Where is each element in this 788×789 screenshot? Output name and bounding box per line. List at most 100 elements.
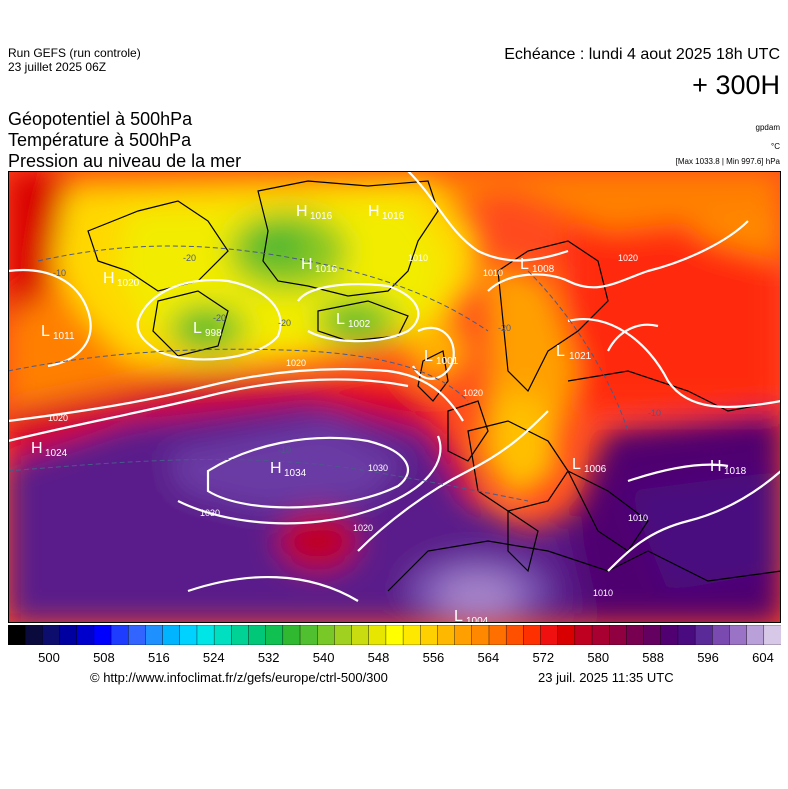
colorbar-tick-label: 516: [147, 650, 170, 665]
pressure-centers: H 1016 H 1016 H 1020 H 1016 L 1011 L 998 L 1002…: [31, 203, 747, 623]
colorbar-swatch: [299, 625, 318, 645]
colorbar-swatch: [317, 625, 336, 645]
pressure-center: H 1016: [368, 203, 405, 222]
colorbar-swatch: [42, 625, 61, 645]
colorbar-swatch: [609, 625, 628, 645]
svg-text:1016: 1016: [310, 211, 333, 222]
svg-text:L: L: [520, 256, 529, 273]
isobar-labels: 1010 1010 1020 1020 1020 1030 1030 1020 …: [48, 253, 648, 598]
svg-text:H: H: [270, 460, 282, 477]
pressure-center: L 1011: [41, 323, 75, 342]
svg-text:1001: 1001: [436, 356, 459, 367]
colorbar-swatch: [162, 625, 181, 645]
colorbar-swatch: [8, 625, 26, 645]
unit-maxmin: [Max 1033.8 | Min 997.6] hPa: [675, 157, 780, 166]
svg-text:H: H: [301, 256, 313, 273]
colorbar-swatch: [454, 625, 473, 645]
svg-text:L: L: [336, 311, 345, 328]
colorbar-swatch: [660, 625, 679, 645]
pressure-center: L 998: [193, 320, 222, 339]
colorbar-swatch: [368, 625, 387, 645]
pressure-center: L 1008: [520, 256, 555, 275]
colorbar-swatch: [677, 625, 696, 645]
run-date: 23 juillet 2025 06Z: [8, 60, 107, 74]
svg-text:L: L: [572, 456, 581, 473]
svg-text:L: L: [193, 320, 202, 337]
svg-text:1006: 1006: [584, 464, 607, 475]
colorbar-swatch: [402, 625, 421, 645]
colorbar-swatch: [385, 625, 404, 645]
colorbar-swatch: [110, 625, 129, 645]
temp-label: -10: [278, 445, 291, 455]
svg-text:H: H: [103, 270, 115, 287]
colorbar-tick-label: 572: [532, 650, 555, 665]
colorbar-swatch: [763, 625, 781, 645]
pressure-center: H 1034: [270, 460, 307, 479]
svg-text:H: H: [368, 203, 380, 220]
colorbar-swatch: [265, 625, 284, 645]
colorbar-swatch: [746, 625, 765, 645]
colorbar-swatch: [557, 625, 576, 645]
colorbar-swatch: [591, 625, 610, 645]
colorbar-tick-label: 524: [202, 650, 225, 665]
geopotential-field: [8, 171, 781, 623]
svg-text:1016: 1016: [382, 211, 405, 222]
colorbar-swatch: [59, 625, 78, 645]
colorbar-tick-label: 532: [257, 650, 280, 665]
temperature-isotherms: [8, 245, 629, 502]
isobar-label: 1020: [353, 523, 373, 533]
isobar-label: 1020: [48, 413, 68, 423]
unit-gpdam: gpdam: [755, 123, 780, 132]
colorbar-swatch: [145, 625, 164, 645]
isobar-label: 1030: [200, 508, 220, 518]
svg-text:1024: 1024: [45, 448, 68, 459]
svg-text:L: L: [424, 348, 433, 365]
svg-text:1004: 1004: [466, 616, 489, 623]
title-mslp: Pression au niveau de la mer: [8, 151, 242, 171]
colorbar-tick-label: 548: [367, 650, 390, 665]
isobar-label: 1020: [463, 388, 483, 398]
temp-label: -20: [278, 318, 291, 328]
source-url: © http://www.infoclimat.fr/z/gefs/europe…: [90, 670, 388, 685]
colorbar-swatch: [196, 625, 215, 645]
colorbar-swatch: [471, 625, 490, 645]
temp-label: -20: [213, 313, 226, 323]
svg-text:L: L: [556, 343, 565, 360]
svg-text:H: H: [710, 458, 722, 475]
colorbar-swatch: [213, 625, 233, 645]
colorbar-tick-label: 580: [587, 650, 610, 665]
colorbar-swatch: [334, 625, 353, 645]
colorbar-swatch: [694, 625, 713, 645]
svg-text:1034: 1034: [284, 468, 307, 479]
pressure-center: L 1001: [424, 348, 459, 367]
colorbar-tick-label: 500: [38, 650, 60, 665]
svg-text:1002: 1002: [348, 319, 371, 330]
pressure-center: H 1016: [296, 203, 333, 222]
svg-text:1020: 1020: [117, 278, 140, 289]
generation-date: 23 juil. 2025 11:35 UTC: [538, 670, 674, 685]
temp-label: -20: [498, 323, 511, 333]
isobar-label: 1010: [628, 513, 648, 523]
colorbar-swatch: [76, 625, 95, 645]
map-frame: [8, 171, 781, 623]
colorbar-swatch: [437, 625, 456, 645]
colorbar-swatch: [420, 625, 439, 645]
svg-text:998: 998: [205, 328, 222, 339]
svg-text:H: H: [31, 440, 43, 457]
colorbar-swatch: [488, 625, 507, 645]
pressure-center: H 1016: [301, 256, 338, 275]
isobar-label: 1030: [368, 463, 388, 473]
title-geopotential: Géopotentiel à 500hPa: [8, 109, 193, 129]
temp-label: -10: [648, 408, 661, 418]
colorbar-swatch: [248, 625, 267, 645]
colorbar-swatch: [282, 625, 301, 645]
title-temperature: Température à 500hPa: [8, 130, 192, 150]
svg-text:1021: 1021: [569, 351, 592, 362]
colorbar-swatch: [231, 625, 250, 645]
pressure-center: L 1002: [336, 311, 371, 330]
colorbar-tick-label: 596: [697, 650, 719, 665]
colorbar-tick-label: 540: [312, 650, 335, 665]
svg-text:L: L: [454, 608, 463, 623]
isobar-label: 1020: [618, 253, 638, 263]
svg-text:H: H: [296, 203, 308, 220]
